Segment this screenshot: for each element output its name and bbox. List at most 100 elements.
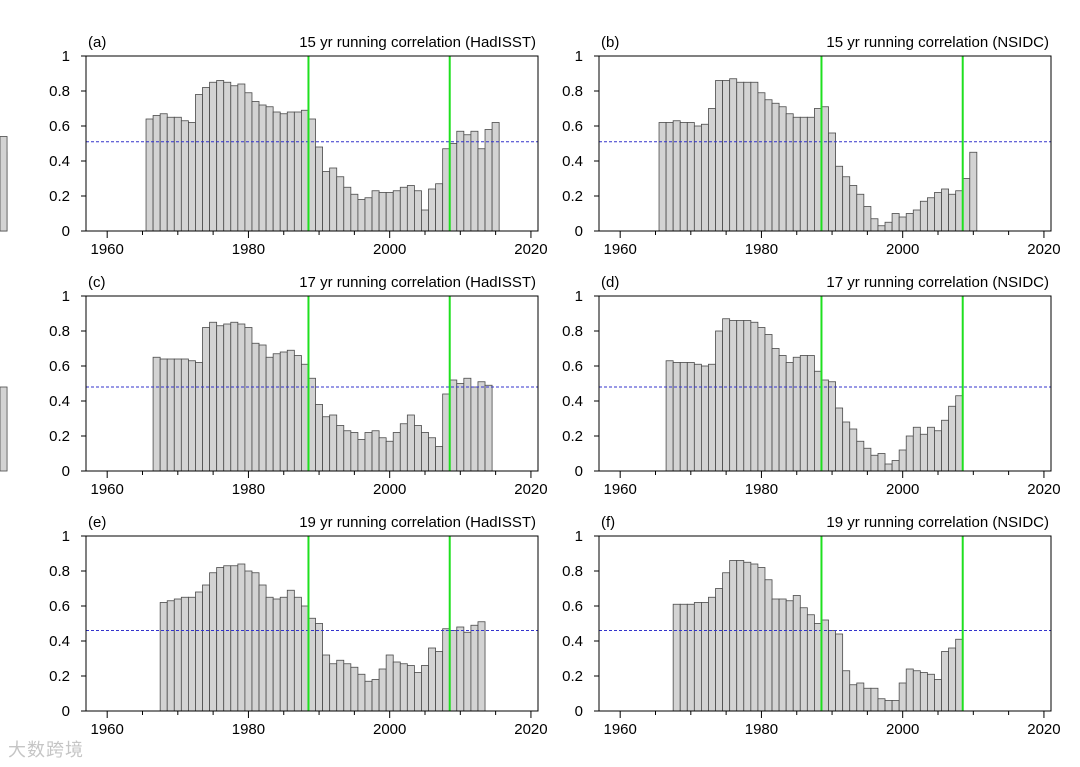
panel-c: 0 0.2 0.4 0.6 0.8 1 1960 1980 2000 2020 (c) 17 yr r…: [49, 274, 547, 498]
bar: [484, 384, 493, 472]
bar: [927, 673, 935, 712]
bar: [385, 654, 394, 712]
bar: [877, 453, 886, 472]
bar: [835, 165, 844, 232]
bar: [708, 108, 716, 232]
bar: [399, 423, 408, 472]
y-tick-label: 1: [62, 528, 70, 545]
bar: [329, 663, 338, 712]
bar: [919, 672, 928, 712]
bar: [343, 663, 352, 712]
bar: [785, 113, 794, 232]
bar: [421, 209, 429, 232]
bar: [477, 381, 486, 472]
bar: [463, 134, 472, 232]
panel-f: 0 0.2 0.4 0.6 0.8 1 1960 1980 2000 2020 (f) 19 yr r…: [562, 514, 1060, 738]
bar: [364, 432, 373, 472]
bar: [428, 437, 436, 472]
bar: [948, 647, 957, 712]
bar: [392, 432, 401, 472]
bar: [969, 151, 978, 232]
bar: [701, 602, 709, 712]
bar: [180, 358, 189, 472]
panel-label: (a): [88, 34, 106, 51]
bar: [173, 598, 182, 712]
bar: [898, 682, 907, 712]
bar: [686, 603, 695, 712]
bar: [159, 113, 168, 232]
panel-d: 0 0.2 0.4 0.6 0.8 1 1960 1980 2000 2020 (d) 17 yr r…: [0, 274, 1061, 498]
bar: [764, 334, 773, 472]
bar: [849, 428, 858, 472]
bar: [884, 700, 893, 712]
bar: [449, 379, 458, 472]
y-tick-label: 0.4: [49, 393, 70, 410]
bar: [898, 449, 907, 472]
bar: [686, 122, 695, 232]
bar: [863, 206, 872, 232]
panel-label: (e): [88, 514, 106, 531]
x-tick-label: 1960: [91, 241, 124, 258]
x-tick-label: 1960: [604, 721, 637, 738]
bar: [308, 118, 316, 232]
bar: [244, 92, 253, 232]
bar: [863, 687, 872, 712]
bar: [463, 631, 472, 712]
bar: [364, 680, 373, 712]
bar: [223, 323, 232, 472]
bar: [180, 120, 189, 232]
y-tick-label: 0.6: [562, 598, 583, 615]
bar: [672, 120, 681, 232]
bar: [941, 188, 949, 232]
bar: [912, 209, 921, 232]
bar: [421, 432, 429, 472]
bar: [293, 596, 302, 712]
bar: [195, 362, 203, 472]
bar: [870, 454, 879, 472]
bar: [322, 171, 331, 232]
bar: [392, 661, 401, 712]
x-tick-label: 1980: [745, 721, 778, 738]
bar: [821, 379, 829, 472]
bar: [905, 435, 914, 472]
y-tick-label: 1: [575, 288, 583, 305]
bar: [166, 600, 175, 712]
bar: [785, 600, 794, 712]
bar: [764, 579, 773, 712]
bar: [955, 190, 964, 232]
bar: [195, 94, 203, 232]
bar: [729, 320, 738, 472]
bar: [835, 407, 844, 472]
bar: [223, 565, 232, 712]
bar: [792, 595, 801, 712]
bar: [743, 320, 752, 472]
bar: [463, 377, 472, 472]
bar: [484, 129, 493, 232]
bar: [962, 178, 971, 232]
bar: [216, 80, 225, 232]
y-tick-label: 0.8: [562, 83, 583, 100]
bar: [449, 630, 458, 712]
x-tick-label: 2000: [886, 481, 919, 498]
bar: [828, 132, 836, 232]
panel-title: 19 yr running correlation (HadISST): [299, 514, 536, 531]
bar: [378, 437, 387, 472]
bar: [764, 99, 773, 232]
y-tick-label: 0.8: [49, 563, 70, 580]
x-tick-label: 1980: [232, 721, 265, 738]
y-tick-label: 0.6: [562, 118, 583, 135]
bar: [679, 362, 688, 472]
y-tick-label: 0.2: [562, 188, 583, 205]
bar: [230, 565, 239, 712]
bar: [934, 430, 942, 472]
bar: [364, 197, 373, 232]
bar: [835, 633, 844, 712]
bar: [856, 682, 865, 712]
bar: [230, 321, 239, 472]
panel-label: (f): [601, 514, 615, 531]
bar: [442, 393, 451, 472]
bar: [905, 213, 914, 232]
bar: [743, 561, 752, 712]
bar: [814, 108, 822, 232]
x-tick-label: 1980: [745, 241, 778, 258]
